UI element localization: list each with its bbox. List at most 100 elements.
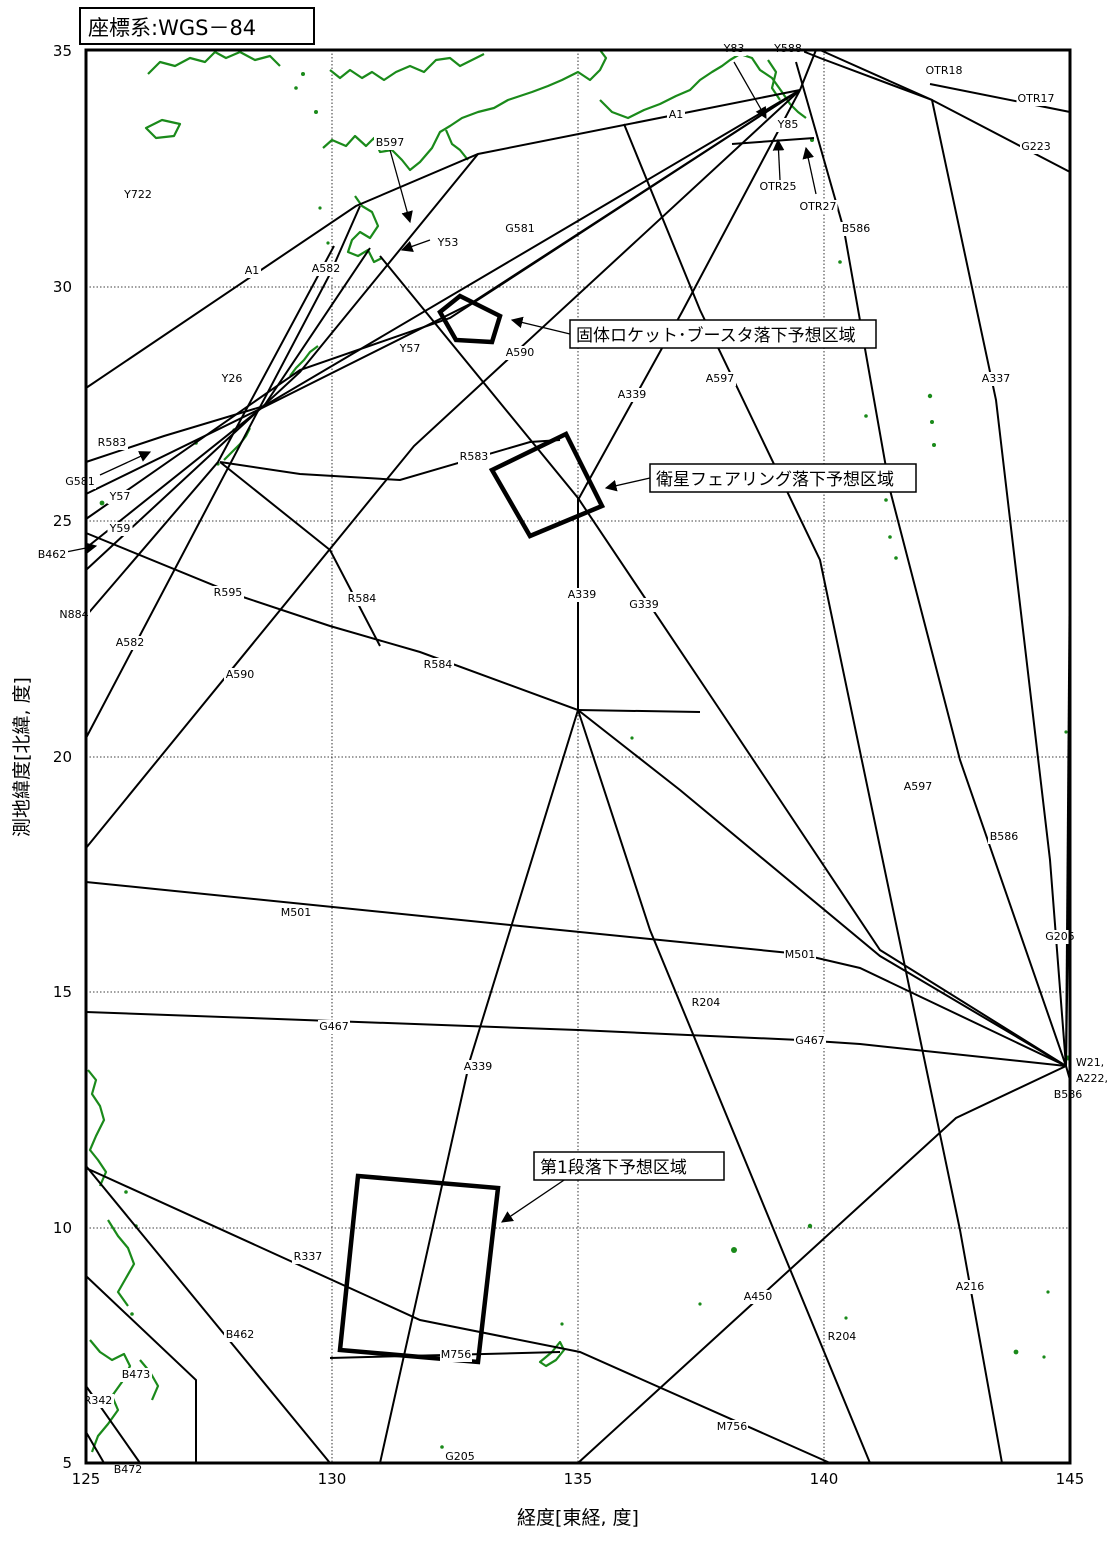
route-label-bg [902,780,934,794]
route-label-bg [794,1034,826,1048]
route-label: A597 [904,780,933,793]
route-label-bg [742,1290,774,1304]
route-label-bg [628,598,660,612]
route-label: A1 [669,108,684,121]
lon-tick-labels: 125 130 135 140 145 [72,1470,1085,1488]
route-label: Y53 [437,236,459,249]
route-label-bg [616,388,648,402]
crs-label: 座標系:WGS－84 [79,7,315,45]
route-label-bg [96,436,128,450]
route-label-bg [374,136,406,150]
coastline-kyushu-south [346,195,383,264]
route-label-bg [318,1020,350,1034]
route-labels: Y83 Y588OTR18OTR17A1Y85G223B597OTR25OTR27… [36,42,1112,1477]
route-label-bg [219,372,245,386]
route-label-bg [1072,1072,1112,1086]
route-label: R584 [424,658,453,671]
route-label: B462 [38,548,67,561]
route-label: A222, [1076,1072,1108,1085]
coastline-mindanao-east [139,1359,160,1401]
route-label: G205 [1045,930,1075,943]
route-label-bg [112,1463,144,1477]
coastline-luzon [87,1069,108,1187]
route-label: Y722 [123,188,152,201]
route-label: B586 [1054,1088,1083,1101]
route-label-bg [224,1328,256,1342]
route-label-bg [114,636,146,650]
route-label-bg [82,1394,114,1408]
route-label-bg [224,668,256,682]
route-label: G223 [1021,140,1051,153]
route-label: A337 [982,372,1011,385]
route-label-bg [667,108,685,122]
label-arrows [65,61,817,1223]
zone-label-fairing-text: 衛星フェアリング落下予想区域 [656,470,894,490]
route-label-bg [458,450,490,464]
route-label-bg [980,372,1012,386]
booster-drop-zone [437,293,503,345]
route-label: A597 [706,372,735,385]
lon-tick-label: 145 [1056,1470,1085,1488]
zone-label-fairing: 衛星フェアリング落下予想区域 [649,463,917,493]
route-label: M501 [785,948,816,961]
route-label-bg [107,522,133,536]
coastline-north-west [329,53,485,82]
route-label-bg [346,592,378,606]
route-label-bg [397,342,423,356]
route-label: Y85 [777,118,799,131]
route-label-bg [462,1060,494,1074]
route-label-bg [798,200,838,214]
route-label-bg [716,1420,748,1434]
route-label: A339 [568,588,597,601]
route-label: R583 [98,436,127,449]
route-label: N884 [59,608,88,621]
route-label-bg [840,222,872,236]
coastline [87,49,807,1453]
small-islands [99,72,1071,1449]
route-label: R204 [828,1330,857,1343]
map-frame [84,48,1072,1465]
lat-tick-label: 20 [53,748,72,766]
route-label: OTR25 [759,180,796,193]
route-label-bg [758,180,798,194]
route-label-bg [1020,140,1052,154]
route-label: M756 [441,1348,472,1361]
drop-zones [337,293,606,1365]
lon-tick-label: 125 [72,1470,101,1488]
route-label: G205 [445,1450,475,1463]
route-label-bg [954,1280,986,1294]
zone-label-booster: 固体ロケット･ブースタ落下予想区域 [569,319,877,349]
route-label: Y57 [399,342,421,355]
fairing-drop-zone [488,431,606,539]
route-label-bg [690,996,722,1010]
route-label: A582 [312,262,341,275]
route-label-bg [704,372,736,386]
route-label: R204 [692,996,721,1009]
route-label-bg [122,188,154,202]
x-axis-title: 経度[東経, 度] [517,1507,639,1529]
route-label: G581 [65,475,95,488]
route-label: R583 [460,450,489,463]
route-label-bg [504,222,536,236]
coastline-ryukyu [289,345,319,377]
route-label-bg [435,236,461,250]
route-label: B462 [226,1328,255,1341]
coastline-jeju [144,118,182,140]
coastline-visayas [107,1219,136,1307]
route-label-bg [784,948,816,962]
route-label: R584 [348,592,377,605]
lat-tick-label: 35 [53,42,72,60]
route-label: B473 [122,1368,151,1381]
route-label-bg [422,658,454,672]
route-label-bg [1044,930,1076,944]
route-label: B597 [376,136,405,149]
route-label-bg [1052,1088,1084,1102]
route-label-bg [107,490,133,504]
route-label: Y57 [109,490,131,503]
lon-tick-label: 135 [564,1470,593,1488]
route-label-bg [826,1330,858,1344]
route-label-bg [243,264,261,278]
route-label: G467 [795,1034,825,1047]
coastline-honshu-east [599,52,807,120]
